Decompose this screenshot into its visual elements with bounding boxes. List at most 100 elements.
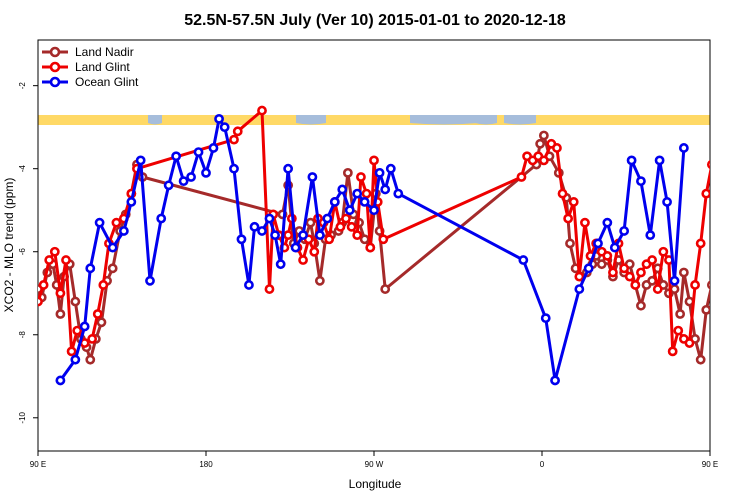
data-point	[79, 321, 90, 332]
data-point	[706, 280, 710, 290]
data-point	[118, 226, 129, 236]
data-point	[107, 263, 118, 274]
data-point	[701, 304, 710, 315]
data-point	[669, 275, 680, 286]
data-point	[636, 176, 646, 187]
data-point	[214, 113, 224, 124]
data-point	[171, 151, 182, 162]
data-point	[540, 313, 551, 324]
data-point	[580, 217, 590, 228]
data-point	[516, 172, 527, 182]
data-point	[324, 234, 335, 245]
data-point	[229, 134, 239, 145]
data-point	[552, 143, 562, 153]
data-point	[346, 221, 357, 232]
data-point	[44, 255, 55, 265]
data-point	[719, 165, 726, 172]
data-point	[72, 325, 83, 336]
data-point	[574, 271, 585, 282]
data-point	[574, 284, 585, 294]
data-point	[163, 180, 174, 191]
data-point	[356, 172, 366, 182]
data-point	[305, 217, 316, 228]
legend-marker	[49, 76, 61, 88]
x-tick-label: 180	[199, 460, 213, 469]
data-point	[352, 188, 363, 199]
data-point	[695, 238, 706, 249]
data-point	[583, 263, 594, 274]
data-point	[538, 130, 549, 141]
data-point	[257, 105, 267, 116]
data-point	[283, 163, 294, 174]
data-point	[678, 267, 689, 278]
data-point	[662, 197, 672, 207]
data-point	[111, 217, 122, 228]
legend-item-ocean-glint: Ocean Glint	[42, 75, 139, 89]
data-point	[87, 334, 98, 344]
data-point	[684, 338, 695, 348]
data-point	[126, 197, 137, 207]
data-point	[298, 255, 308, 265]
data-point	[636, 267, 646, 278]
legend-item-land-nadir: Land Nadir	[42, 45, 134, 59]
data-point	[70, 296, 81, 307]
data-point	[568, 197, 579, 207]
data-point	[55, 375, 66, 386]
data-point	[257, 226, 267, 236]
ocean-segment	[410, 115, 478, 125]
data-point	[369, 205, 379, 216]
data-point	[107, 242, 118, 253]
data-point	[602, 217, 613, 228]
series-layer	[38, 105, 726, 386]
data-point	[636, 300, 646, 311]
data-point	[178, 176, 189, 187]
data-point	[557, 188, 568, 199]
x-tick-label: 90 E	[30, 460, 46, 469]
data-point	[98, 280, 109, 290]
ocean-segment	[504, 115, 536, 125]
data-point	[393, 188, 404, 199]
data-point	[359, 234, 370, 245]
data-point	[38, 296, 43, 307]
data-point	[630, 280, 641, 290]
data-point	[85, 354, 96, 365]
data-point	[647, 255, 658, 265]
data-point	[94, 217, 105, 228]
data-point	[624, 271, 635, 282]
data-point	[608, 267, 618, 278]
data-point	[55, 309, 66, 319]
legend-item-land-glint: Land Glint	[42, 60, 130, 74]
data-point	[314, 275, 325, 286]
x-tick-label: 90 E	[702, 460, 718, 469]
data-point	[701, 188, 710, 199]
x-tick-label: 90 W	[365, 460, 384, 469]
data-point	[352, 230, 363, 241]
y-tick-label: -2	[18, 82, 27, 90]
ocean-segment	[296, 115, 326, 125]
data-point	[314, 230, 325, 241]
data-point	[244, 280, 254, 290]
data-point	[283, 230, 294, 241]
data-point	[593, 238, 603, 249]
data-point	[229, 163, 239, 174]
data-point	[706, 160, 710, 170]
data-point	[329, 197, 340, 207]
ocean-segment	[148, 115, 162, 125]
data-point	[49, 246, 60, 257]
data-point	[374, 167, 385, 178]
series-ocean-glint	[55, 113, 689, 386]
data-point	[678, 143, 689, 153]
data-point	[658, 246, 669, 257]
data-point	[38, 280, 49, 290]
data-point	[690, 280, 700, 290]
data-point	[96, 317, 107, 328]
data-point	[359, 197, 370, 207]
data-point	[309, 246, 320, 257]
data-point	[307, 172, 318, 182]
data-point	[380, 284, 391, 294]
data-point	[219, 122, 230, 133]
data-point	[201, 167, 211, 178]
legend-marker	[49, 61, 61, 73]
